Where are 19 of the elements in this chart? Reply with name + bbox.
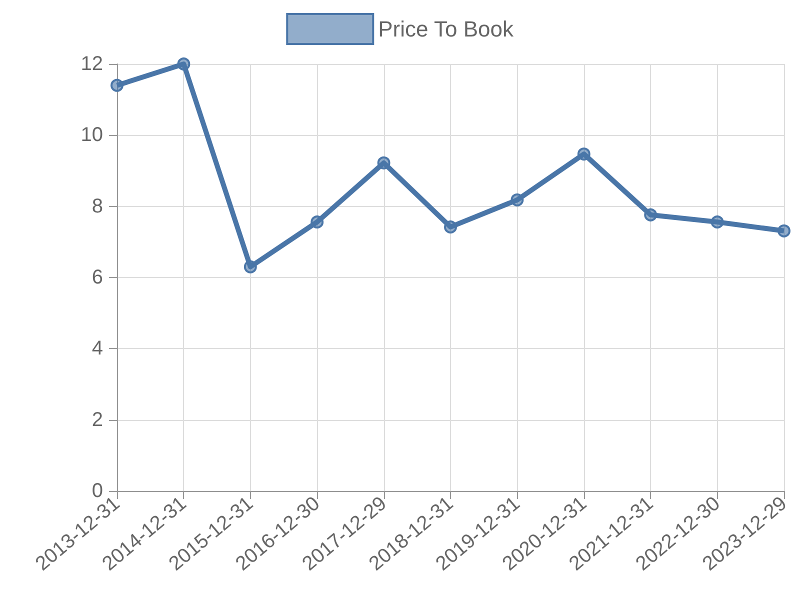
point — [444, 220, 457, 234]
point — [310, 215, 324, 228]
y-tick-label: 0 — [92, 480, 103, 502]
point — [244, 260, 257, 274]
y-tick-label: 6 — [92, 266, 103, 288]
point — [577, 148, 590, 161]
point — [510, 193, 524, 206]
y-tick-label: 2 — [92, 408, 103, 431]
legend-label: Price To Book — [378, 16, 514, 42]
point — [778, 224, 790, 238]
point — [110, 78, 124, 92]
point — [177, 58, 190, 70]
y-tick-label: 12 — [80, 53, 103, 75]
y-tick-label: 10 — [80, 124, 103, 146]
point — [377, 156, 390, 170]
y-tick-label: 4 — [92, 338, 103, 360]
point — [644, 208, 658, 222]
y-tick-label: 8 — [92, 195, 103, 218]
point — [710, 215, 724, 228]
